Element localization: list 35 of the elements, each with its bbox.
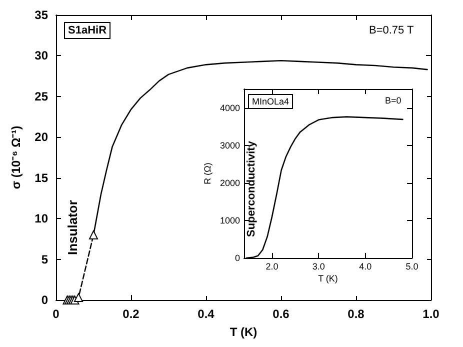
y-tick-label: 5 xyxy=(41,252,48,266)
y-axis-title: R (Ω) xyxy=(202,162,212,184)
annotation: S1aHiR xyxy=(68,24,107,36)
x-tick-label: 0.4 xyxy=(198,307,215,321)
y-tick-label: 2000 xyxy=(220,178,240,188)
y-tick-label: 1000 xyxy=(220,215,240,226)
annotation: B=0 xyxy=(385,96,402,106)
x-tick-label: 2.0 xyxy=(266,262,278,272)
x-axis-title: T (K) xyxy=(230,325,258,339)
x-tick-label: 4.0 xyxy=(359,262,372,272)
x-tick-label: 5.0 xyxy=(406,262,418,272)
x-tick-label: 0.6 xyxy=(272,307,290,321)
x-tick-label: 0.8 xyxy=(348,307,365,321)
x-axis-title: T (K) xyxy=(318,274,338,284)
x-tick-label: 1.0 xyxy=(422,307,440,321)
annotation: B=0.75 T xyxy=(369,24,414,36)
y-tick-label: 4000 xyxy=(220,102,240,113)
y-tick-label: 3000 xyxy=(220,140,240,150)
point xyxy=(74,293,83,302)
y-tick-label: 0 xyxy=(41,293,48,307)
y-tick-label: 35 xyxy=(34,8,48,22)
y-tick-label: 15 xyxy=(34,170,48,185)
x-tick-label: 0.2 xyxy=(122,307,140,321)
y-tick-label: 30 xyxy=(34,48,48,63)
y-tick-label: 0 xyxy=(234,253,240,263)
y-tick-label: 10 xyxy=(34,212,48,226)
annotation: Insulator xyxy=(65,200,80,255)
y-tick-label: 20 xyxy=(34,130,48,144)
x-tick-label: 0 xyxy=(52,307,60,321)
y-axis-title: σ (10⁻⁶ Ω⁻¹) xyxy=(9,126,23,190)
annotation: MInOLa4 xyxy=(252,96,290,106)
point xyxy=(89,230,98,240)
x-tick-label: 3.0 xyxy=(312,262,325,272)
annotation: Superconductivity xyxy=(246,140,258,237)
y-tick-label: 25 xyxy=(34,89,48,104)
